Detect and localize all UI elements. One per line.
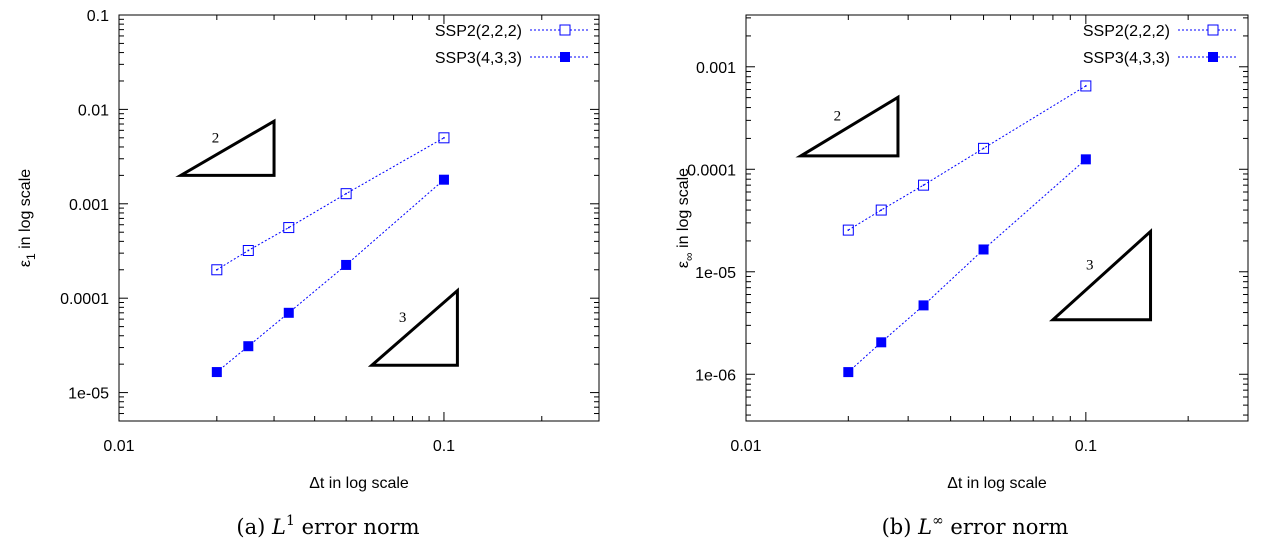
series-line [216, 137, 445, 271]
legend-label: SSP2(2,2,2) [435, 23, 522, 40]
legend-marker [559, 24, 571, 36]
y-label-base: ε [675, 261, 692, 268]
data-point [242, 245, 254, 257]
data-point [978, 244, 989, 255]
caption-prefix: (b) [882, 515, 919, 539]
figure-caption: (a) L1 error norm [236, 513, 419, 539]
y-tick-label: 1e-06 [695, 367, 736, 384]
data-point [918, 179, 930, 191]
x-tick-label: 0.1 [433, 438, 455, 455]
y-tick-label: 0.01 [78, 102, 109, 119]
slope-triangle [175, 118, 276, 177]
y-tick-label: 0.001 [696, 60, 736, 77]
data-point [211, 367, 222, 378]
slope-triangle-label: 3 [399, 310, 407, 326]
x-axis-label: Δt in log scale [309, 475, 409, 492]
x-axis-label: Δt in log scale [947, 475, 1047, 492]
y-tick-label: 1e-05 [68, 386, 109, 403]
slope-triangle-label: 2 [834, 109, 842, 125]
y-label-rest: in log scale [17, 169, 34, 254]
data-point-center [345, 192, 347, 195]
legend-label: SSP3(4,3,3) [1083, 50, 1170, 67]
data-point [243, 341, 254, 352]
caption-norm-letter: L [917, 515, 932, 539]
slope-triangle [795, 94, 900, 158]
data-point [875, 204, 887, 216]
x-tick-label: 0.1 [1075, 438, 1097, 455]
y-tick-label: 0.0001 [687, 162, 736, 179]
y-tick-label: 0.0001 [60, 291, 109, 308]
data-point-center [443, 137, 445, 139]
y-tick-label: 1e-05 [695, 265, 736, 282]
data-point [1080, 80, 1092, 92]
data-point-center [247, 249, 250, 252]
caption-suffix: error norm [295, 515, 420, 539]
caption-norm-letter: L [271, 515, 286, 539]
y-label-sub: ∞ [682, 252, 696, 261]
caption-superscript: 1 [286, 513, 295, 529]
legend-label: SSP2(2,2,2) [1083, 23, 1170, 40]
legend-marker [1207, 24, 1219, 36]
legend-marker [560, 52, 570, 62]
slope-triangle [1049, 228, 1153, 322]
slope-triangle [367, 287, 459, 367]
plot-frame [118, 14, 600, 422]
data-point [842, 224, 854, 236]
caption-suffix: error norm [944, 515, 1069, 539]
data-point [918, 300, 929, 311]
data-point-center [922, 184, 925, 186]
caption-prefix: (a) [236, 515, 272, 539]
y-label-rest: in log scale [675, 168, 692, 253]
data-point [283, 307, 294, 318]
data-point-center [288, 226, 290, 229]
data-point-center [880, 209, 882, 211]
data-point-center [847, 229, 850, 231]
data-point [341, 259, 352, 270]
data-point [978, 142, 990, 154]
y-label-sub: 1 [24, 253, 38, 260]
data-point-center [1085, 85, 1087, 87]
data-point [1080, 154, 1091, 165]
data-point-center [982, 147, 985, 150]
x-tick-label: 0.01 [730, 438, 761, 455]
y-label-base: ε [17, 260, 34, 267]
figure-caption: (b) L∞ error norm [882, 513, 1069, 539]
panel-b: 0.01 0.1 1e-06 1e-05 0.0001 0.001 Δt in log sc… [675, 14, 1249, 539]
x-tick-label: 0.01 [103, 438, 134, 455]
y-tick-label: 0.001 [69, 197, 109, 214]
y-axis-label: ε∞ in log scale [675, 168, 696, 268]
data-point-center [216, 269, 218, 271]
data-point [211, 264, 223, 276]
slope-triangle-label: 2 [212, 130, 220, 146]
panel-a: 0.01 0.1 1e-05 0.0001 0.001 0.01 0.1 Δt in log … [17, 8, 600, 539]
y-tick-label: 0.1 [87, 8, 109, 25]
data-point [340, 188, 352, 200]
series-line [848, 85, 1087, 231]
data-point [438, 174, 449, 185]
data-point [843, 367, 854, 378]
y-axis-label: ε1 in log scale [17, 169, 38, 267]
data-point [876, 337, 887, 348]
data-point [283, 222, 295, 234]
data-point [438, 132, 450, 144]
legend-marker [1208, 52, 1218, 62]
legend-label: SSP3(4,3,3) [435, 50, 522, 67]
slope-triangle-label: 3 [1086, 258, 1094, 274]
caption-superscript: ∞ [932, 513, 944, 529]
plot-frame [745, 14, 1249, 422]
